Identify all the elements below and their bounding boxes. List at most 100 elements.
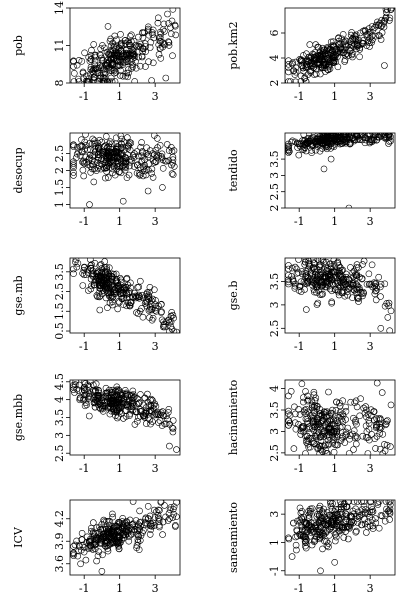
data-point xyxy=(112,147,119,155)
data-point xyxy=(312,70,320,78)
data-point xyxy=(76,152,84,159)
data-point xyxy=(152,304,159,312)
data-point xyxy=(103,284,111,291)
data-point xyxy=(366,508,374,516)
data-point xyxy=(166,442,173,450)
data-point xyxy=(327,155,335,163)
data-point xyxy=(343,288,351,296)
panel-gse-b-xtick-label: -1 xyxy=(294,340,305,353)
data-point xyxy=(301,261,309,268)
data-point xyxy=(324,66,332,74)
data-point xyxy=(383,300,391,307)
data-point xyxy=(70,270,77,278)
data-point xyxy=(381,517,389,525)
panel-gse-mb: 0.51.5 2.5 3.5 -1 1 3 gse.mb xyxy=(12,257,181,353)
data-point xyxy=(317,272,325,279)
data-point xyxy=(84,265,92,273)
data-point xyxy=(114,62,121,70)
data-point xyxy=(341,51,349,59)
data-point xyxy=(79,158,86,166)
panel-saneamiento-ytick-label: 1 xyxy=(268,539,281,546)
data-point xyxy=(126,412,133,420)
data-point xyxy=(320,165,328,173)
data-point xyxy=(314,52,322,60)
panel-desocup-xtick-label: -1 xyxy=(79,215,90,228)
data-point xyxy=(298,380,306,388)
data-point xyxy=(116,155,124,163)
data-point xyxy=(331,140,339,148)
data-point xyxy=(347,281,354,288)
data-point xyxy=(143,420,150,427)
data-point xyxy=(97,540,105,548)
data-point xyxy=(117,133,125,140)
data-point xyxy=(91,61,99,69)
data-point xyxy=(317,410,324,417)
data-point xyxy=(307,269,315,277)
data-point xyxy=(337,437,345,444)
data-point xyxy=(384,133,392,138)
panel-desocup-xtick-label: 1 xyxy=(116,215,123,228)
data-point xyxy=(164,517,172,524)
data-point xyxy=(314,299,322,307)
data-point xyxy=(165,147,173,154)
data-point xyxy=(127,279,134,287)
data-point xyxy=(139,313,147,321)
data-point xyxy=(296,282,303,290)
data-point xyxy=(125,533,133,541)
panel-gse-mb-frame xyxy=(69,257,181,334)
panel-hacinamiento-ytick-label: 3.5 xyxy=(268,401,281,419)
data-point xyxy=(300,133,308,138)
data-point xyxy=(99,151,106,158)
data-point xyxy=(168,17,176,25)
data-point xyxy=(304,134,312,142)
data-point xyxy=(319,258,327,264)
data-point xyxy=(90,41,97,48)
data-point xyxy=(101,69,109,76)
data-point xyxy=(311,268,319,276)
data-point xyxy=(309,528,317,536)
data-point xyxy=(302,450,309,455)
data-point xyxy=(125,401,133,409)
data-point xyxy=(346,435,353,443)
data-point xyxy=(342,432,349,439)
data-point xyxy=(333,428,341,436)
data-point xyxy=(311,260,318,267)
data-point xyxy=(125,143,132,150)
data-point xyxy=(74,552,81,560)
data-point xyxy=(116,72,124,79)
data-point xyxy=(75,547,82,555)
data-point xyxy=(356,44,364,52)
data-point xyxy=(107,149,114,157)
data-point xyxy=(70,78,78,83)
data-point xyxy=(81,391,89,399)
data-point xyxy=(304,415,312,423)
data-point xyxy=(107,74,115,82)
data-point xyxy=(94,165,102,172)
data-point xyxy=(133,408,140,415)
data-point xyxy=(168,30,175,38)
data-point xyxy=(285,68,292,76)
data-point xyxy=(338,276,346,284)
data-point xyxy=(291,263,299,271)
data-point xyxy=(155,51,163,58)
data-point xyxy=(329,51,337,59)
data-point xyxy=(103,263,110,271)
data-point xyxy=(367,500,374,506)
data-point xyxy=(70,143,77,150)
data-point xyxy=(169,171,177,178)
data-point xyxy=(384,507,392,515)
data-point xyxy=(373,380,381,387)
data-point xyxy=(314,415,322,423)
data-point xyxy=(352,528,360,536)
data-point xyxy=(95,151,102,158)
data-point xyxy=(379,430,387,438)
data-point xyxy=(132,294,140,302)
data-point xyxy=(124,134,131,141)
data-point xyxy=(310,407,318,415)
panel-pob-points xyxy=(70,8,179,83)
data-point xyxy=(305,511,313,519)
data-point xyxy=(75,56,83,64)
data-point xyxy=(378,389,386,396)
data-point xyxy=(87,146,94,154)
data-point xyxy=(288,138,295,146)
